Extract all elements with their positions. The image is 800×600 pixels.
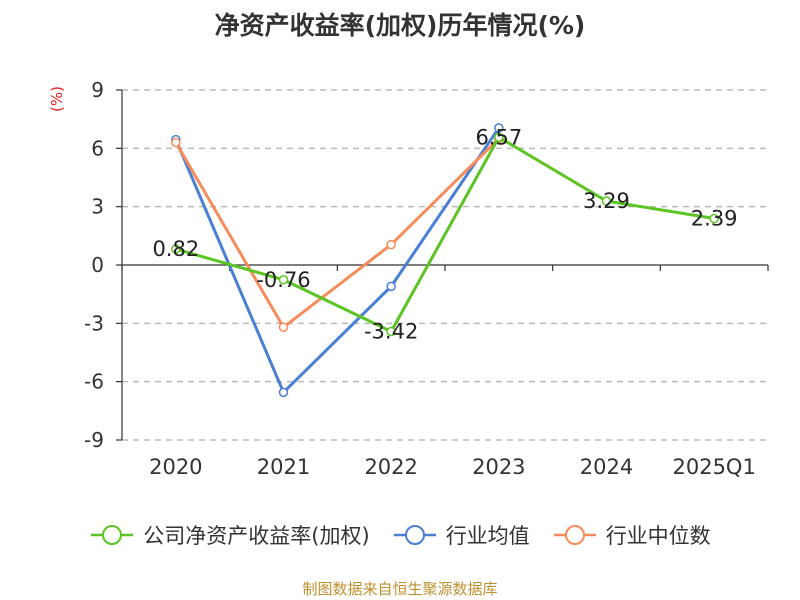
legend-marker-industry-median xyxy=(553,525,596,545)
legend-marker-industry-mean xyxy=(393,525,436,545)
series-point xyxy=(278,322,289,332)
y-tick-label: 6 xyxy=(91,136,104,160)
series-lines xyxy=(171,123,719,398)
data-source-note: 制图数据来自恒生聚源数据库 xyxy=(302,580,498,598)
y-tick-label: 9 xyxy=(91,78,104,102)
series-point xyxy=(494,123,504,133)
x-tick-label: 2022 xyxy=(364,455,417,479)
axes: 9 6 3 0 -3 -6 -9 2020 2021 2022 2023 2024 2025Q1 xyxy=(84,78,769,479)
series-point xyxy=(171,137,181,148)
series-line xyxy=(175,135,715,333)
series-point xyxy=(171,244,181,254)
legend-label-industry-median: 行业中位数 xyxy=(605,524,711,548)
series-point xyxy=(709,213,719,224)
legend-marker-company xyxy=(91,525,134,545)
x-tick-label: 2024 xyxy=(580,455,633,479)
series-point xyxy=(386,239,396,250)
y-tick-label: -6 xyxy=(84,370,104,394)
data-label: -0.76 xyxy=(256,268,310,292)
series-point xyxy=(601,196,612,206)
series-point xyxy=(278,387,289,398)
y-tick-label: -3 xyxy=(84,311,104,335)
legend-item-industry-median[interactable]: 行业中位数 xyxy=(552,520,711,550)
y-tick-label: -9 xyxy=(84,428,104,452)
series-line xyxy=(174,127,501,394)
legend-label-industry-mean: 行业均值 xyxy=(445,524,530,548)
series-point xyxy=(386,326,396,337)
legend-item-industry-mean[interactable]: 行业均值 xyxy=(392,520,530,550)
x-tick-label: 2020 xyxy=(149,455,202,479)
data-label: 3.29 xyxy=(583,189,630,213)
x-tick-label: 2021 xyxy=(257,455,310,479)
chart-title: 净资产收益率(加权)历年情况(%) xyxy=(214,11,586,40)
data-label: 6.57 xyxy=(475,125,522,149)
x-tick-label: 2023 xyxy=(472,455,525,479)
legend-item-company[interactable]: 公司净资产收益率(加权) xyxy=(89,520,370,550)
series-point xyxy=(386,281,396,292)
data-label: -3.42 xyxy=(364,320,418,344)
legend: 公司净资产收益率(加权) 行业均值 行业中位数 xyxy=(0,520,800,550)
series-point xyxy=(278,275,289,285)
data-labels: 0.82 -0.76 -3.42 6.57 3.29 2.39 xyxy=(152,125,737,343)
series-point xyxy=(494,132,504,142)
series-line xyxy=(174,137,500,329)
x-tick-label: 2025Q1 xyxy=(672,455,755,479)
data-label: 0.82 xyxy=(152,237,199,261)
legend-label-company: 公司净资产收益率(加权) xyxy=(143,524,370,548)
y-tick-label: 0 xyxy=(91,253,104,277)
y-tick-label: 3 xyxy=(91,195,104,219)
data-label: 2.39 xyxy=(691,207,738,231)
